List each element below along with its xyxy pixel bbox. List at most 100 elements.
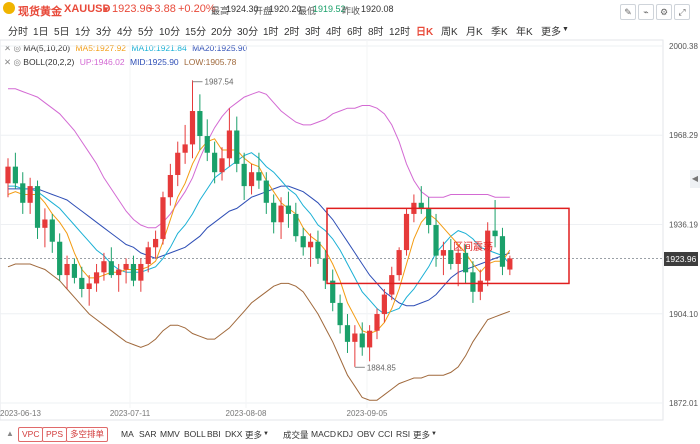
indicator-icon[interactable]: ⌁	[638, 4, 654, 20]
boll-upper-line	[8, 88, 510, 229]
x-tick-label: 2023-08-08	[226, 409, 267, 418]
tab-timeframe[interactable]: 6时	[347, 27, 363, 38]
candle-body	[381, 294, 387, 315]
pps-button[interactable]: PPS	[42, 427, 68, 442]
candle	[138, 258, 144, 292]
sub-more-dropdown-icon[interactable]: ▼	[431, 431, 437, 437]
collapse-panel-icon[interactable]: ◀	[690, 170, 700, 188]
symbol-icon	[3, 2, 15, 14]
tab-timeframe[interactable]: 12时	[389, 27, 411, 38]
tab-mmv[interactable]: MMV	[160, 429, 180, 439]
tab-timeframe[interactable]: 1分	[75, 27, 91, 38]
candle-body	[263, 180, 269, 203]
tab-rsi[interactable]: RSI	[396, 429, 411, 439]
boll-visible-icon[interactable]: ◎	[13, 57, 21, 67]
candle	[470, 261, 476, 303]
tab-timeframe[interactable]: 1日	[33, 27, 49, 38]
boll-close-icon[interactable]: ✕	[4, 57, 12, 67]
tab-dkx[interactable]: DKX	[225, 429, 243, 439]
ma5-value: MA5:1927.92	[75, 43, 127, 53]
candle	[433, 213, 439, 267]
tab-timeframe[interactable]: 2时	[284, 27, 300, 38]
fullscreen-icon[interactable]: ⤢	[674, 4, 690, 20]
candle-body	[197, 111, 203, 137]
candle-body	[12, 166, 18, 184]
candle-body	[307, 241, 314, 248]
candle-body	[20, 183, 26, 203]
ma20-line	[8, 185, 510, 307]
tab-sub-more[interactable]: 更多	[413, 430, 431, 440]
boll-lower-line	[7, 263, 510, 401]
boll-title[interactable]: BOLL(20,2,2)	[23, 57, 75, 67]
tab-timeframe[interactable]: 5日	[54, 27, 70, 38]
tab-kdj[interactable]: KDJ	[337, 429, 354, 439]
candle	[130, 255, 137, 287]
tab-bbi[interactable]: BBI	[207, 429, 221, 439]
tab-boll[interactable]: BOLL	[184, 429, 206, 439]
tab-timeframe-more[interactable]: 更多	[541, 27, 561, 38]
tab-timeframe-active[interactable]: 日K	[416, 27, 434, 38]
candle	[344, 314, 351, 353]
more-dropdown-icon[interactable]: ▼	[562, 26, 569, 33]
tab-timeframe[interactable]: 季K	[491, 27, 508, 38]
tab-timeframe[interactable]: 3分	[96, 27, 112, 38]
draw-tool-icon[interactable]: ✎	[620, 4, 636, 20]
main-more-dropdown-icon[interactable]: ▼	[263, 431, 269, 437]
tab-volume[interactable]: 成交量	[283, 430, 309, 440]
candle-body	[396, 250, 402, 276]
tab-timeframe[interactable]: 3时	[305, 27, 321, 38]
ma-close-icon[interactable]: ✕	[4, 43, 12, 53]
tab-ma[interactable]: MA	[121, 429, 134, 439]
tab-timeframe[interactable]: 15分	[185, 27, 207, 38]
candle	[101, 252, 107, 281]
plot-area	[0, 39, 664, 421]
candle-body	[79, 277, 85, 290]
ma-title[interactable]: MA(5,10,20)	[23, 43, 71, 53]
prev-close-label: 昨收	[342, 6, 361, 16]
vpc-button[interactable]: VPC	[18, 427, 44, 442]
candle	[381, 289, 387, 323]
candle	[248, 163, 255, 195]
tab-obv[interactable]: OBV	[357, 429, 375, 439]
tab-cci[interactable]: CCI	[378, 429, 393, 439]
candle-body	[34, 186, 41, 228]
candle	[337, 294, 343, 334]
candle	[418, 186, 424, 214]
tab-timeframe[interactable]: 月K	[466, 27, 483, 38]
tab-timeframe[interactable]: 20分	[211, 27, 233, 38]
candle	[204, 119, 210, 162]
candle	[499, 227, 506, 276]
candle-body	[234, 130, 240, 164]
candle	[108, 247, 114, 278]
tab-timeframe[interactable]: 10分	[159, 27, 181, 38]
settings-icon[interactable]: ⚙	[656, 4, 672, 20]
long-short-button[interactable]: 多空排单	[66, 427, 109, 442]
tab-macd[interactable]: MACD	[311, 429, 337, 439]
tab-timeframe[interactable]: 30分	[237, 27, 259, 38]
candle	[374, 308, 380, 340]
candle-body	[5, 166, 11, 184]
candle-body	[86, 283, 92, 290]
tab-timeframe[interactable]: 1时	[263, 27, 279, 38]
candle-body	[116, 269, 122, 276]
candle	[71, 258, 78, 284]
candle-body	[403, 213, 410, 251]
candle	[293, 202, 299, 242]
ma-visible-icon[interactable]: ◎	[13, 43, 21, 53]
collapse-icon[interactable]: ▲	[6, 429, 14, 438]
tab-timeframe[interactable]: 周K	[441, 27, 458, 38]
candle	[315, 230, 321, 264]
tab-timeframe[interactable]: 4时	[326, 27, 342, 38]
symbol-dropdown-icon[interactable]: ▼	[102, 5, 110, 14]
tab-timeframe[interactable]: 4分	[117, 27, 133, 38]
tab-timeframe[interactable]: 5分	[138, 27, 154, 38]
tab-timeframe[interactable]: 年K	[516, 27, 533, 38]
tab-timeframe[interactable]: 分时	[8, 27, 28, 38]
symbol-name[interactable]: 现货黄金	[18, 6, 62, 18]
tab-timeframe[interactable]: 8时	[368, 27, 384, 38]
ma-legend: ✕ ◎ MA(5,10,20) MA5:1927.92 MA10:1921.84…	[4, 43, 247, 54]
tab-main-more[interactable]: 更多	[245, 430, 263, 440]
symbol-code[interactable]: XAUUSD	[64, 3, 111, 15]
tab-sar[interactable]: SAR	[139, 429, 157, 439]
